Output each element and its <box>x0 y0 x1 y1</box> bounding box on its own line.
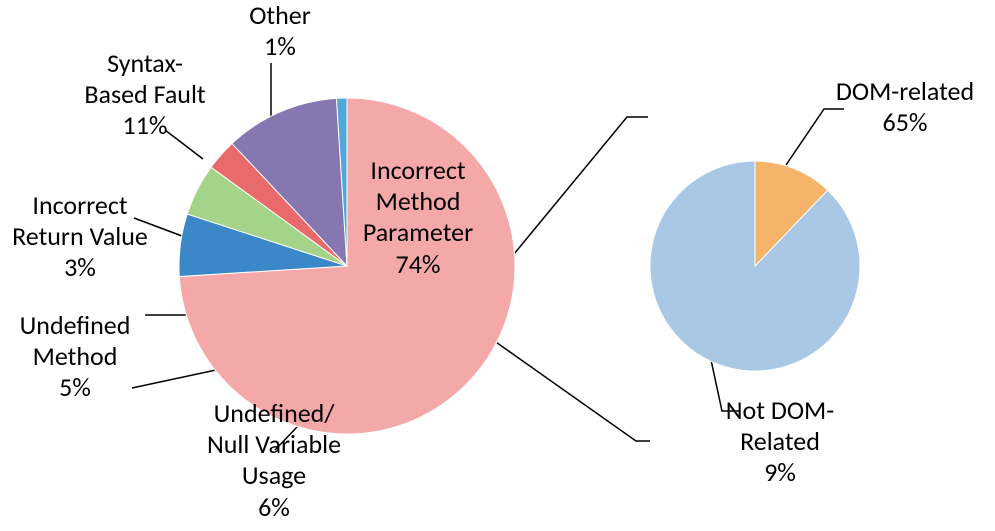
label-other: Other 1% <box>230 0 330 62</box>
label-dom-related: DOM-related 65% <box>820 76 990 138</box>
label-incorrect-method-parameter: Incorrect Method Parameter 74% <box>328 155 508 280</box>
label-undefined-null-variable: Undefined/ Null Variable Usage 6% <box>174 398 374 523</box>
label-not-dom-related: Not DOM- Related 9% <box>700 395 860 489</box>
label-incorrect-return-value: Incorrect Return Value 3% <box>0 190 170 284</box>
label-undefined-method: Undefined Method 5% <box>0 310 150 404</box>
leader-line <box>493 340 650 441</box>
label-syntax-based-fault: Syntax- Based Fault 11% <box>65 48 225 142</box>
secondary-pie-chart <box>650 161 860 371</box>
leader-line <box>514 117 648 254</box>
